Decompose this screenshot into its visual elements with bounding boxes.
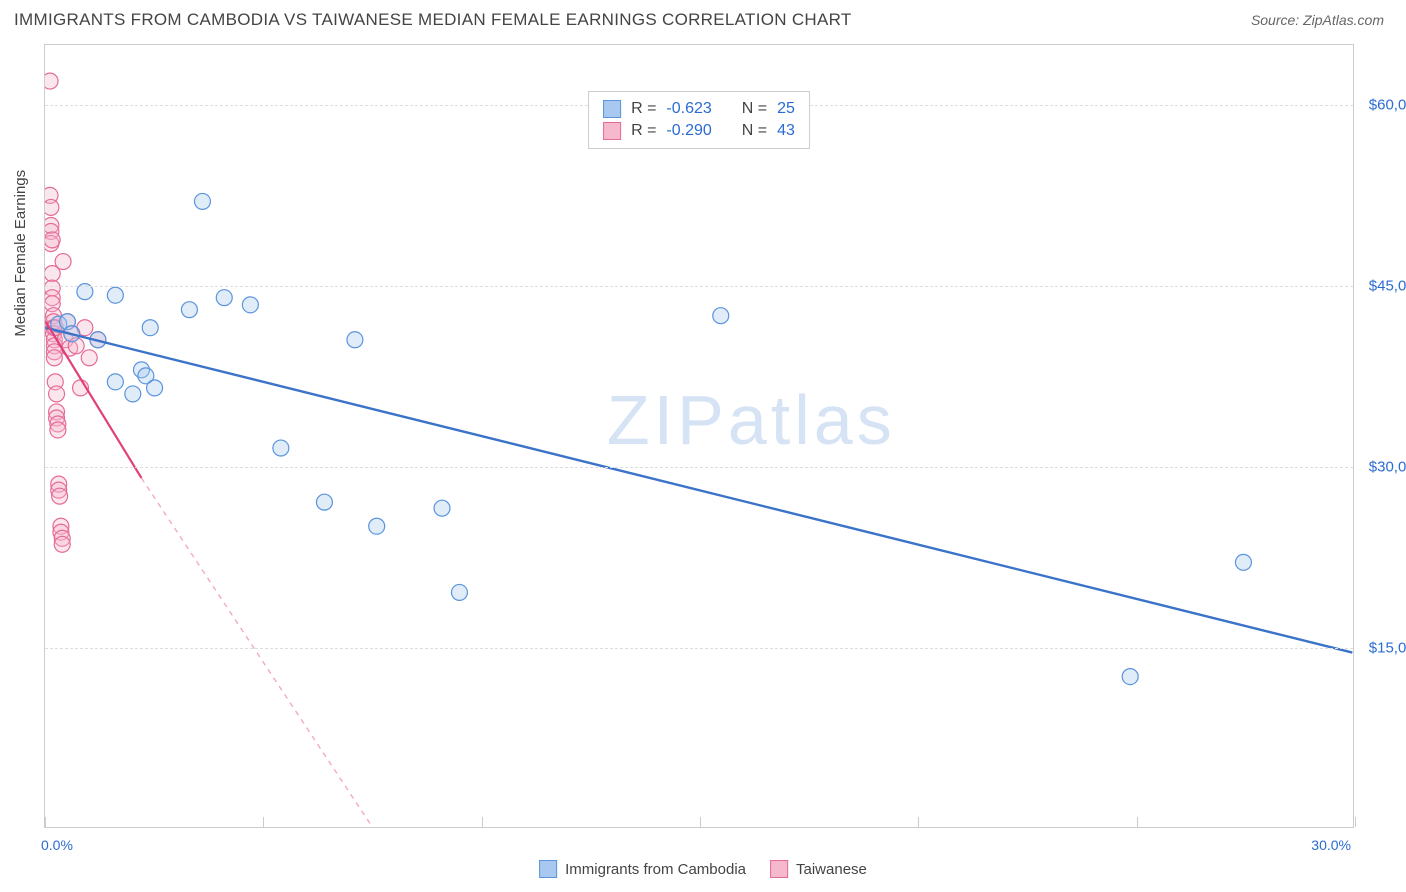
source-label: Source: ZipAtlas.com <box>1251 12 1384 28</box>
r-label: R = <box>631 122 656 140</box>
chart-title: IMMIGRANTS FROM CAMBODIA VS TAIWANESE ME… <box>14 10 852 30</box>
scatter-plot-svg <box>45 45 1353 827</box>
bottom-legend: Immigrants from Cambodia Taiwanese <box>539 860 867 878</box>
legend-item-cambodia: Immigrants from Cambodia <box>539 860 746 878</box>
stats-row-cambodia: R = -0.623 N = 25 <box>603 98 795 120</box>
x-tick-label: 0.0% <box>41 837 73 853</box>
n-value-cambodia: 25 <box>777 100 795 118</box>
stats-row-taiwanese: R = -0.290 N = 43 <box>603 120 795 142</box>
y-tick-label: $30,000 <box>1361 459 1406 476</box>
n-value-taiwanese: 43 <box>777 122 795 140</box>
swatch-cambodia <box>539 860 557 878</box>
x-tick-label: 30.0% <box>1311 837 1351 853</box>
legend-label-taiwanese: Taiwanese <box>796 861 867 878</box>
y-tick-label: $15,000 <box>1361 640 1406 657</box>
swatch-taiwanese <box>603 122 621 140</box>
legend-item-taiwanese: Taiwanese <box>770 860 867 878</box>
chart-area: $15,000$30,000$45,000$60,0000.0%30.0% ZI… <box>44 44 1354 828</box>
r-value-taiwanese: -0.290 <box>666 122 711 140</box>
legend-label-cambodia: Immigrants from Cambodia <box>565 861 746 878</box>
swatch-cambodia <box>603 100 621 118</box>
swatch-taiwanese <box>770 860 788 878</box>
n-label: N = <box>742 122 767 140</box>
y-tick-label: $45,000 <box>1361 278 1406 295</box>
y-axis-title: Median Female Earnings <box>12 170 29 337</box>
stats-legend-box: R = -0.623 N = 25 R = -0.290 N = 43 <box>588 91 810 149</box>
r-label: R = <box>631 100 656 118</box>
n-label: N = <box>742 100 767 118</box>
r-value-cambodia: -0.623 <box>666 100 711 118</box>
y-tick-label: $60,000 <box>1361 97 1406 114</box>
